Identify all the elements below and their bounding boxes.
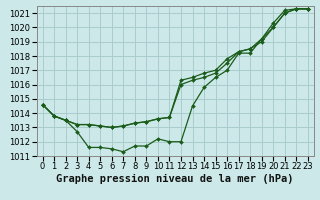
X-axis label: Graphe pression niveau de la mer (hPa): Graphe pression niveau de la mer (hPa)	[56, 174, 294, 184]
